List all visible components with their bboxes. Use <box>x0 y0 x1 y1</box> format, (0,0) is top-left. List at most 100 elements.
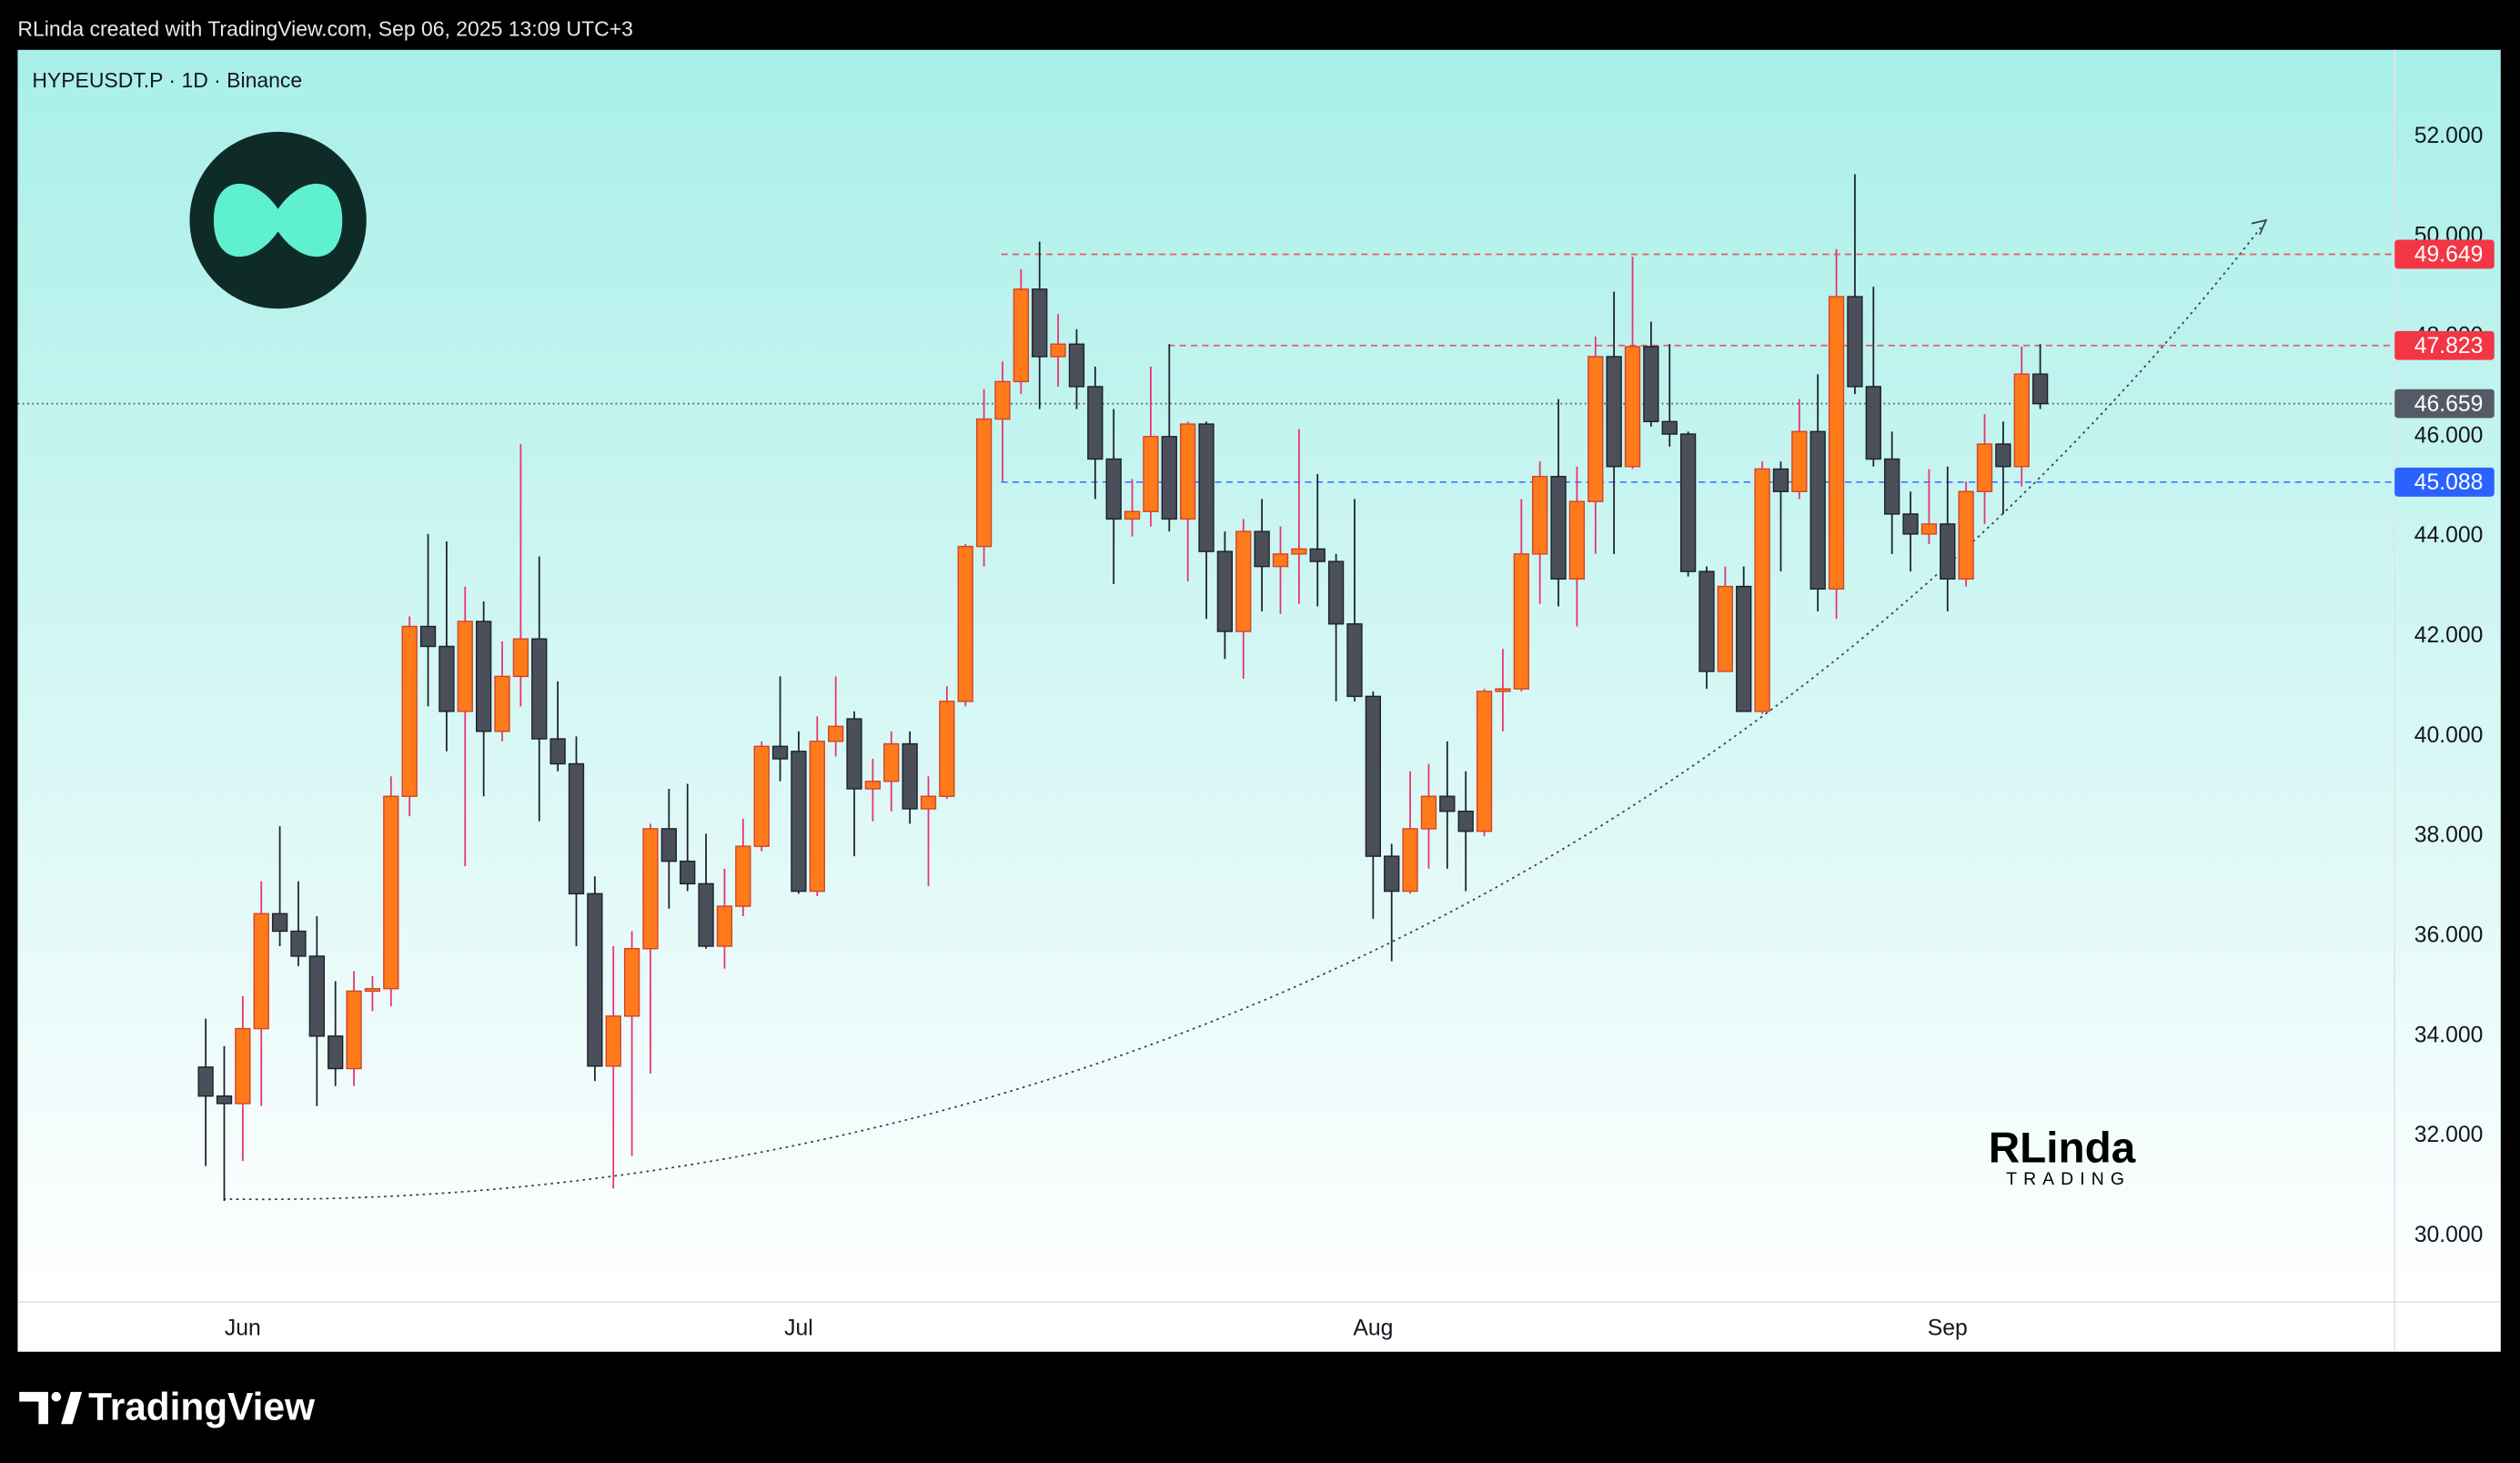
y-tick-label: 40.000 <box>2414 723 2484 748</box>
price-tag <box>2394 239 2495 269</box>
candle-body <box>1402 828 1418 893</box>
candle-body <box>1865 386 1881 460</box>
candle-body <box>271 913 288 933</box>
candle-body <box>1940 523 1956 580</box>
candle-body <box>1105 458 1122 520</box>
candle-body <box>1013 288 1030 383</box>
symbol-title: HYPEUSDT.P · 1D · Binance <box>32 68 302 92</box>
price-tag <box>2394 330 2495 360</box>
candle-body <box>1161 436 1177 520</box>
candle-body <box>1291 548 1307 555</box>
candle-body <box>735 845 751 907</box>
candle-body <box>1717 585 1734 672</box>
footer-brand: TradingView <box>88 1386 316 1428</box>
candle-body <box>680 860 696 885</box>
y-tick-label: 44.000 <box>2414 523 2484 548</box>
candle-body <box>1495 688 1511 692</box>
candle-body <box>1068 343 1085 388</box>
price-axis: 30.000 32.000 34.000 36.000 38.000 40.000 42.0… <box>2394 124 2495 1247</box>
y-tick-label: 32.000 <box>2414 1123 2484 1147</box>
candle-body <box>587 893 603 1067</box>
candle-body <box>1384 855 1400 893</box>
candle-body <box>494 675 510 732</box>
candle-body <box>1180 423 1196 520</box>
candle-body <box>828 725 844 742</box>
watermark-name: RLinda <box>1989 1124 2136 1172</box>
candle-body <box>846 718 862 790</box>
candle-body <box>1698 570 1715 672</box>
y-tick-label: 46.000 <box>2414 423 2484 448</box>
candle-body <box>216 1095 233 1105</box>
candle-body <box>1828 296 1845 590</box>
candle-body <box>1124 510 1141 520</box>
candle-body <box>1050 343 1066 358</box>
candle-body <box>1032 288 1048 358</box>
candle-body <box>1346 623 1363 698</box>
candle-body <box>401 625 418 797</box>
candle-body <box>346 990 362 1070</box>
y-tick-label: 36.000 <box>2414 923 2484 948</box>
candle-body <box>475 621 492 732</box>
candle-body <box>883 742 900 782</box>
candle-body <box>1568 500 1586 580</box>
candle-body <box>1847 296 1863 388</box>
candle-body <box>1198 423 1215 552</box>
candle-body <box>1661 420 1678 435</box>
candle-body <box>1588 356 1604 502</box>
candle-body <box>1754 468 1770 712</box>
candle-body <box>698 883 714 947</box>
candle-body <box>660 828 677 863</box>
candle-body <box>1772 468 1789 492</box>
candle-body <box>1476 691 1493 832</box>
candle-body <box>1457 810 1474 832</box>
candle-body <box>1736 585 1752 712</box>
candle-body <box>1791 430 1808 492</box>
candle-body <box>1532 476 1548 555</box>
candle-body <box>975 418 993 548</box>
price-tag-label: 47.823 <box>2414 334 2484 358</box>
candle-body <box>383 795 399 990</box>
candle-body <box>809 741 825 893</box>
candle-body <box>920 795 937 810</box>
candle-body <box>1513 553 1529 690</box>
candle-body <box>1272 553 1289 568</box>
candle-body <box>771 745 789 760</box>
x-tick-label: Aug <box>1353 1317 1393 1341</box>
y-tick-label: 34.000 <box>2414 1023 2484 1047</box>
candle-body <box>1624 346 1641 468</box>
candle-body <box>364 987 381 993</box>
candle-body <box>253 913 269 1030</box>
price-tag-label: 46.659 <box>2414 392 2484 417</box>
candle-body <box>1920 523 1938 535</box>
candle-body <box>1884 458 1900 515</box>
candle-body <box>1309 548 1326 562</box>
candle-body <box>1254 530 1270 568</box>
candle-body <box>235 1027 251 1105</box>
candle-body <box>197 1066 214 1097</box>
candle-body <box>1958 490 1974 580</box>
logo <box>189 131 367 309</box>
candle-body <box>1087 386 1104 460</box>
y-tick-label: 30.000 <box>2414 1223 2484 1247</box>
time-axis-background <box>17 1301 2501 1352</box>
candle-body <box>957 545 973 702</box>
watermark-tagline: TRADING <box>2006 1169 2131 1189</box>
x-tick-label: Sep <box>1928 1317 1968 1341</box>
watermark: RLinda TRADING <box>1989 1124 2136 1188</box>
price-tag <box>2394 468 2495 497</box>
candle-body <box>2031 373 2049 405</box>
candle-body <box>1550 476 1567 580</box>
candle-body <box>1420 795 1437 830</box>
candle-body <box>1976 443 1993 492</box>
candle-body <box>1143 436 1159 512</box>
candle-body <box>716 905 733 947</box>
candle-body <box>531 638 548 740</box>
price-tag <box>2394 388 2495 419</box>
candle-body <box>1606 356 1622 468</box>
y-tick-label: 42.000 <box>2414 623 2484 648</box>
candle-body <box>308 955 325 1037</box>
candle-body <box>512 638 529 678</box>
candle-body <box>1809 430 1826 590</box>
candle-body <box>1216 550 1234 632</box>
plot <box>17 174 2395 1202</box>
